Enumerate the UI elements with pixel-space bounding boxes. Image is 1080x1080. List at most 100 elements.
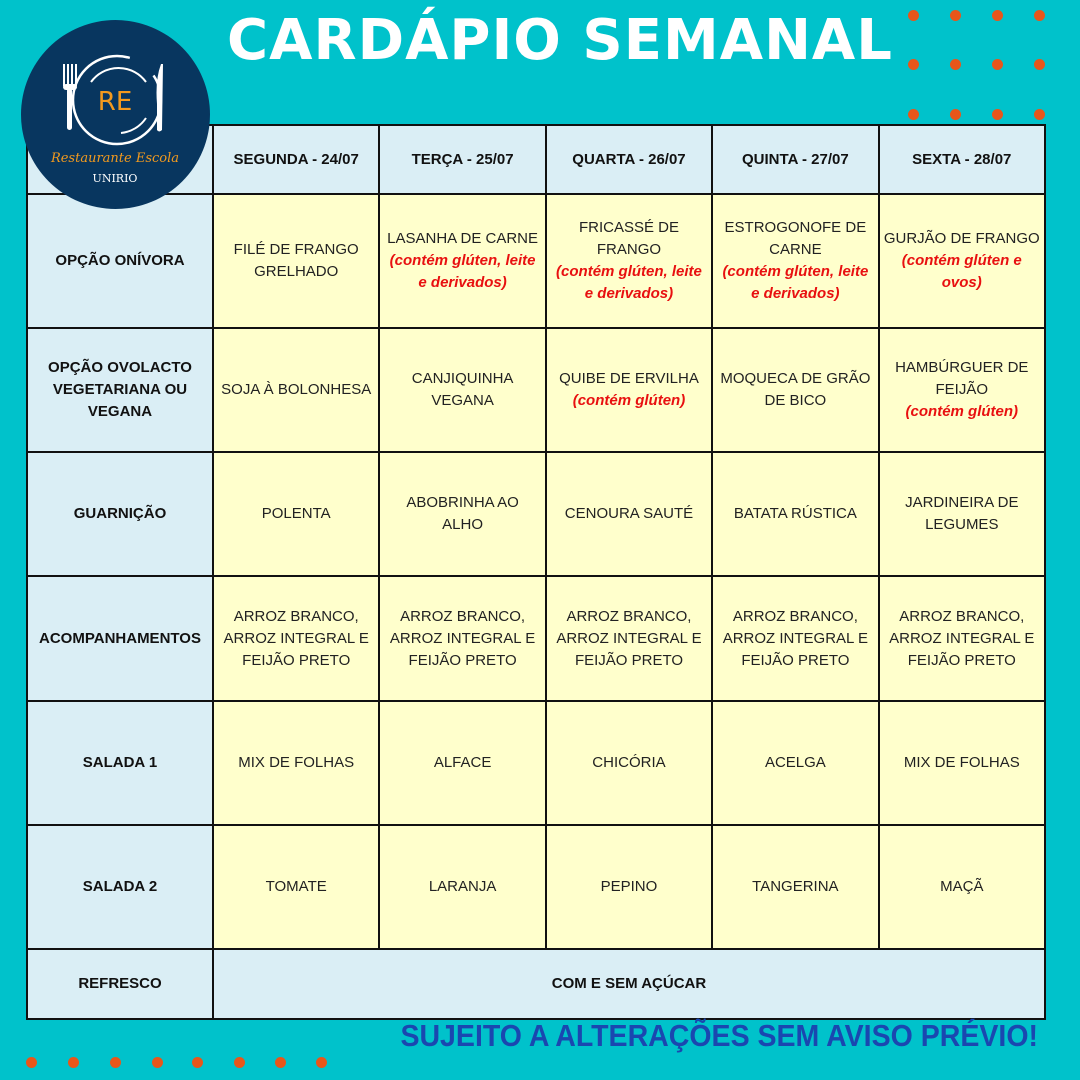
menu-cell: PEPINO	[544, 824, 714, 950]
day-header: QUINTA - 27/07	[711, 124, 880, 195]
dot	[316, 1057, 327, 1068]
menu-cell: MIX DE FOLHAS	[211, 700, 381, 826]
row-label: REFRESCO	[26, 948, 214, 1020]
dish-name: MOQUECA DE GRÃO DE BICO	[720, 370, 871, 409]
svg-text:UNIRIO: UNIRIO	[93, 172, 138, 185]
menu-row: ACOMPANHAMENTOS ARROZ BRANCO, ARROZ INTEG…	[26, 575, 1047, 702]
dish-name: MAÇÃ	[940, 878, 984, 895]
menu-cell: LASANHA DE CARNE (contém glúten, leite e …	[378, 193, 547, 329]
dish-name: MIX DE FOLHAS	[903, 754, 1020, 771]
menu-cell: ARROZ BRANCO, ARROZ INTEGRAL E FEIJÃO PR…	[211, 575, 381, 702]
svg-text:RE: RE	[98, 87, 133, 117]
dish-name: PEPINO	[600, 878, 658, 895]
menu-cell: ALFACE	[378, 700, 547, 826]
allergen-note: (contém glúten)	[572, 392, 686, 409]
menu-cell: MOQUECA DE GRÃO DE BICO	[711, 327, 880, 453]
dish-name: HAMBÚRGUER DE FEIJÃO	[895, 359, 1029, 398]
day-header: SEXTA - 28/07	[877, 124, 1047, 195]
dot	[908, 10, 919, 21]
dish-name: GURJÃO DE FRANGO	[883, 230, 1040, 247]
dish-name: ESTROGONOFE DE CARNE	[724, 219, 867, 258]
row-label: OPÇÃO ONÍVORA	[26, 193, 214, 329]
dish-name: ARROZ BRANCO, ARROZ INTEGRAL E FEIJÃO PR…	[556, 607, 702, 669]
dot	[950, 59, 961, 70]
dish-name: ARROZ BRANCO, ARROZ INTEGRAL E FEIJÃO PR…	[223, 607, 369, 669]
dot	[1034, 109, 1045, 120]
dish-name: LASANHA DE CARNE	[387, 230, 539, 247]
dish-name: SOJA À BOLONHESA	[221, 381, 372, 398]
menu-cell: SOJA À BOLONHESA	[211, 327, 381, 453]
dish-name: ALFACE	[433, 754, 492, 771]
menu-cell: TANGERINA	[711, 824, 880, 950]
restaurant-logo: RE Restaurante Escola UNIRIO	[21, 20, 210, 209]
dish-name: FILÉ DE FRANGO GRELHADO	[233, 241, 359, 280]
dot	[908, 59, 919, 70]
menu-cell: ESTROGONOFE DE CARNE (contém glúten, leit…	[711, 193, 880, 329]
allergen-note: (contém glúten, leite e derivados)	[722, 263, 869, 302]
disclaimer: SUJEITO A ALTERAÇÕES SEM AVISO PRÉVIO!	[400, 1018, 1038, 1053]
menu-cell: ARROZ BRANCO, ARROZ INTEGRAL E FEIJÃO PR…	[877, 575, 1047, 702]
menu-row: OPÇÃO ONÍVORA FILÉ DE FRANGO GRELHADO LASA…	[26, 193, 1047, 329]
menu-row: OPÇÃO OVOLACTO VEGETARIANA OU VEGANA SOJA…	[26, 327, 1047, 453]
menu-cell: GURJÃO DE FRANGO (contém glúten e ovos)	[877, 193, 1047, 329]
menu-cell: ABOBRINHA AO ALHO	[378, 451, 547, 577]
dish-name: POLENTA	[261, 505, 331, 522]
menu-cell: POLENTA	[211, 451, 381, 577]
dish-name: ARROZ BRANCO, ARROZ INTEGRAL E FEIJÃO PR…	[389, 607, 536, 669]
row-label: SALADA 1	[26, 700, 214, 826]
menu-cell: MIX DE FOLHAS	[877, 700, 1047, 826]
allergen-note: (contém glúten, leite e derivados)	[389, 252, 536, 291]
menu-cell: ARROZ BRANCO, ARROZ INTEGRAL E FEIJÃO PR…	[378, 575, 547, 702]
row-label: OPÇÃO OVOLACTO VEGETARIANA OU VEGANA	[26, 327, 214, 453]
menu-cell: CENOURA SAUTÉ	[544, 451, 714, 577]
dot	[1034, 59, 1045, 70]
dot	[1034, 10, 1045, 21]
menu-cell: FILÉ DE FRANGO GRELHADO	[211, 193, 381, 329]
dish-name: CENOURA SAUTÉ	[564, 505, 694, 522]
dish-name: CHICÓRIA	[592, 754, 666, 771]
dot	[950, 10, 961, 21]
menu-cell: MAÇÃ	[877, 824, 1047, 950]
dot	[192, 1057, 203, 1068]
dot	[908, 109, 919, 120]
dot	[234, 1057, 245, 1068]
day-header: QUARTA - 26/07	[544, 124, 714, 195]
row-label: ACOMPANHAMENTOS	[26, 575, 214, 702]
menu-row: GUARNIÇÃO POLENTA ABOBRINHA AO ALHO CENOURA…	[26, 451, 1047, 577]
allergen-note: (contém glúten, leite e derivados)	[556, 263, 702, 302]
dot	[110, 1057, 121, 1068]
refresco-value: COM E SEM AÇÚCAR	[212, 948, 1046, 1020]
dot	[992, 109, 1003, 120]
dot	[992, 10, 1003, 21]
dish-name: LARANJA	[428, 878, 497, 895]
dish-name: ARROZ BRANCO, ARROZ INTEGRAL E FEIJÃO PR…	[889, 607, 1035, 669]
menu-cell: CANJIQUINHA VEGANA	[378, 327, 547, 453]
menu-cell: FRICASSÉ DE FRANGO (contém glúten, leite …	[544, 193, 714, 329]
dot	[275, 1057, 286, 1068]
dish-name: ARROZ BRANCO, ARROZ INTEGRAL E FEIJÃO PR…	[722, 607, 869, 669]
page-title: CARDÁPIO SEMANAL	[227, 8, 893, 73]
day-header: TERÇA - 25/07	[378, 124, 547, 195]
dish-name: FRICASSÉ DE FRANGO	[578, 219, 679, 258]
dish-name: ABOBRINHA AO ALHO	[406, 494, 519, 533]
dish-name: CANJIQUINHA VEGANA	[411, 370, 514, 409]
dot	[950, 109, 961, 120]
row-label: SALADA 2	[26, 824, 214, 950]
dish-name: JARDINEIRA DE LEGUMES	[905, 494, 1019, 533]
dish-name: ACELGA	[764, 754, 826, 771]
dot	[152, 1057, 163, 1068]
menu-cell: LARANJA	[378, 824, 547, 950]
dish-name: TANGERINA	[752, 878, 839, 895]
menu-row: SALADA 2 TOMATE LARANJA PEPINO TANGERINA MAÇÃ	[26, 824, 1047, 950]
menu-cell: ARROZ BRANCO, ARROZ INTEGRAL E FEIJÃO PR…	[711, 575, 880, 702]
menu-cell: ARROZ BRANCO, ARROZ INTEGRAL E FEIJÃO PR…	[544, 575, 714, 702]
dot	[992, 59, 1003, 70]
menu-cell: CHICÓRIA	[544, 700, 714, 826]
allergen-note: (contém glúten e ovos)	[901, 252, 1022, 291]
menu-cell: JARDINEIRA DE LEGUMES	[877, 451, 1047, 577]
dish-name: BATATA RÚSTICA	[733, 505, 857, 522]
day-header: SEGUNDA - 24/07	[211, 124, 381, 195]
dot	[26, 1057, 37, 1068]
menu-cell: HAMBÚRGUER DE FEIJÃO (contém glúten)	[877, 327, 1047, 453]
plate-cutlery-icon: RE Restaurante Escola UNIRIO	[50, 54, 179, 185]
